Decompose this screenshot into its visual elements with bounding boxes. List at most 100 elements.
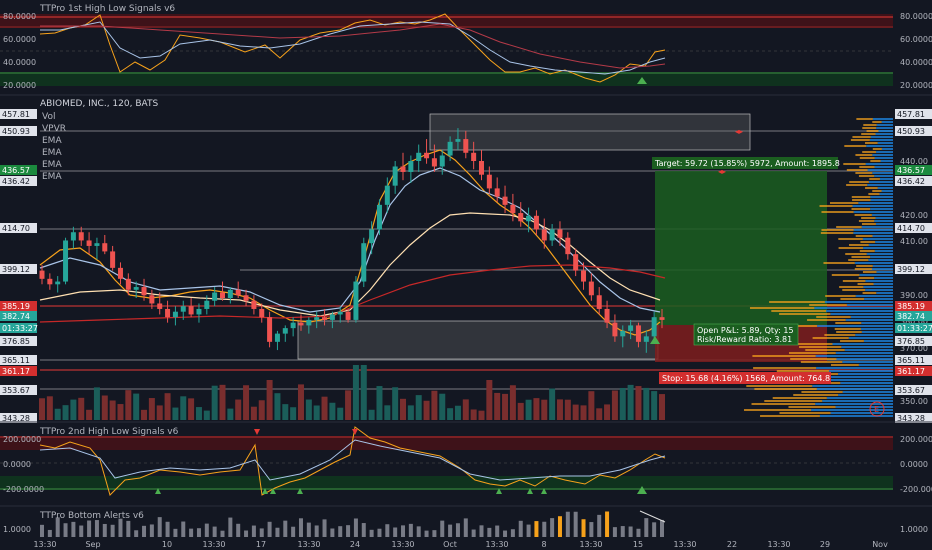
volume-bar [659, 394, 665, 420]
volume-bar [235, 399, 242, 420]
vpvr-bar-down [857, 283, 874, 285]
candle-body [282, 328, 288, 334]
vpvr-bar-down [809, 304, 847, 306]
resistance-zone-box[interactable] [429, 113, 751, 151]
volume-bar [172, 407, 179, 420]
candle-body [220, 292, 226, 298]
left-price-tags: 457.81 450.93 436.57 436.42 414.70 399.12 385.… [0, 109, 38, 423]
price-tag-bg [895, 109, 932, 119]
vpvr-bar-up [860, 328, 893, 330]
left-price-tag: 01:33:27 [2, 324, 38, 333]
candle-body [180, 306, 186, 312]
price-tag-bg [895, 223, 932, 233]
candle-body [165, 308, 171, 318]
vpvr-bar-up [881, 190, 893, 192]
left-price-tag: 382.74 [2, 312, 30, 321]
legend-ema-4[interactable]: EMA [42, 172, 62, 182]
volume-bar [101, 395, 108, 420]
candle-body [635, 325, 641, 342]
volume-bar [219, 384, 226, 420]
alert-bar [510, 529, 515, 537]
top-osc-red [40, 23, 666, 69]
volume-bar [211, 385, 218, 420]
alert-bar [189, 528, 194, 537]
volume-bar [517, 402, 524, 420]
second-left-axis-0: 0.0000 [3, 460, 31, 469]
volume-bar [611, 390, 618, 420]
vpvr-bar-down [836, 226, 862, 228]
time-axis-label: 13:30 [391, 540, 414, 549]
left-price-tag-bg [0, 264, 37, 274]
main-price-panel[interactable]: ABIOMED, INC., 120, BATS Vol VPVR EMA EM… [0, 99, 932, 423]
legend-ema-3[interactable]: EMA [42, 160, 62, 170]
vpvr-bar-up [828, 379, 893, 381]
alert-bar [134, 530, 139, 537]
candle-body [235, 289, 241, 296]
vpvr-bar-down [858, 277, 875, 279]
second-indicator-panel[interactable]: TTPro 2nd High Low Signals v6 200.0000 0… [0, 426, 932, 496]
vpvr-bar-up [864, 298, 893, 300]
axis-corner[interactable] [893, 538, 932, 550]
volume-bar [502, 393, 509, 420]
support-zone-box[interactable] [297, 320, 659, 360]
volume-bars [39, 365, 665, 420]
target-label-bg [652, 157, 838, 169]
vpvr-bar-up [874, 175, 893, 177]
volume-bar [125, 390, 132, 420]
vpvr-bar-up [878, 130, 893, 132]
candle-body [47, 278, 53, 285]
legend-ema-1[interactable]: EMA [42, 136, 62, 146]
vpvr-bar-down [843, 163, 866, 165]
vpvr-bar-up [868, 181, 893, 183]
target-zone[interactable] [655, 171, 827, 325]
candle-body [463, 139, 469, 153]
legend-vpvr[interactable]: VPVR [42, 124, 66, 134]
alert-bar [291, 526, 296, 537]
vpvr-bar-up [876, 271, 893, 273]
vpvr-bar-up [879, 178, 893, 180]
vpvr-bar-down [866, 130, 879, 132]
vpvr-bar-down [790, 358, 837, 360]
alert-bar [542, 521, 547, 537]
vpvr-bar-down [868, 193, 880, 195]
left-price-tag: 436.57 [2, 166, 30, 175]
volume-bar [596, 408, 603, 420]
axis-label-440: 440.00 [900, 157, 928, 166]
vpvr-bar-up [868, 244, 893, 246]
alert-bar [94, 520, 99, 537]
top-indicator-panel[interactable]: TTPro 1st High Low Signals v6 80.0000 60… [0, 4, 932, 92]
candle-body [549, 229, 555, 241]
candle-body [172, 311, 178, 318]
vpvr-bar-up [855, 334, 893, 336]
left-price-tag-bg [0, 336, 37, 346]
legend-ema-2[interactable]: EMA [42, 148, 62, 158]
vpvr-bar-up [876, 292, 893, 294]
indicator-legend[interactable]: Vol VPVR EMA EMA EMA EMA [42, 112, 66, 182]
alert-bar [565, 511, 570, 537]
volume-bar [109, 400, 116, 420]
volume-bar [564, 399, 571, 420]
alert-bar [393, 527, 398, 537]
time-axis[interactable]: 13:30 Sep 10 13:30 17 13:30 24 13:30 Oct 13:30 8 13… [33, 540, 888, 549]
vpvr-bar-down [863, 124, 877, 126]
left-price-tag: 450.93 [2, 127, 30, 136]
vpvr-bar-down [861, 217, 876, 219]
alert-bar [636, 528, 641, 537]
volume-bar [509, 385, 516, 420]
volume-bar [203, 410, 210, 420]
axis-label-350: 350.00 [900, 397, 928, 406]
alert-bar [259, 528, 264, 537]
earnings-marker-icon[interactable] [869, 401, 885, 417]
alert-bar [440, 520, 445, 537]
stop-label-bg [659, 372, 831, 384]
bottom-alerts-panel[interactable]: TTPro Bottom Alerts v6 1.0000 1.0000 [3, 510, 928, 537]
candle-body [510, 204, 516, 214]
axis-label-370: 370.00 [900, 344, 928, 353]
legend-vol[interactable]: Vol [42, 112, 55, 122]
candle-body [63, 240, 69, 282]
vpvr-bar-up [863, 340, 893, 342]
alert-bar [244, 530, 249, 537]
axis-label-420: 420.00 [900, 211, 928, 220]
vpvr-bar-up [822, 400, 893, 402]
